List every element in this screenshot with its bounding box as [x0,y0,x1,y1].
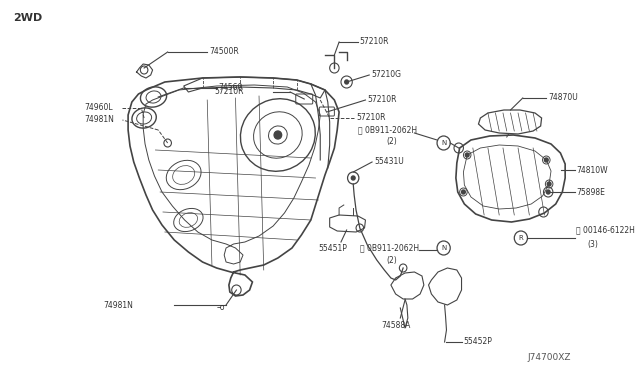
Text: 57210R: 57210R [360,36,389,45]
Text: J74700XZ: J74700XZ [527,353,571,362]
Text: –o: –o [217,304,225,312]
Circle shape [545,158,548,162]
Text: (2): (2) [386,256,397,264]
Text: 55431U: 55431U [374,157,404,166]
Circle shape [547,182,551,186]
Text: 74560: 74560 [218,83,243,92]
Text: 57210R: 57210R [215,87,244,96]
Text: Ⓝ 0B911-2062H: Ⓝ 0B911-2062H [360,244,419,253]
Text: 74810W: 74810W [577,166,608,174]
Text: (3): (3) [588,240,598,248]
Text: 74588A: 74588A [381,321,411,330]
Circle shape [465,153,469,157]
Text: 57210G: 57210G [371,70,401,78]
Text: 55451P: 55451P [318,244,348,253]
Circle shape [351,176,355,180]
Text: 75898E: 75898E [577,187,605,196]
Circle shape [547,190,550,194]
Text: (2): (2) [386,137,397,145]
Text: 74981N: 74981N [104,301,134,310]
Text: N: N [441,140,446,146]
Text: N: N [441,245,446,251]
Text: 55452P: 55452P [463,337,492,346]
Text: 57210R: 57210R [367,94,397,103]
Text: 2WD: 2WD [13,13,42,23]
Text: 74500R: 74500R [209,46,239,55]
Text: 74981N: 74981N [84,115,115,124]
Text: 57210R: 57210R [356,112,385,122]
Circle shape [461,190,465,194]
Text: R: R [518,235,524,241]
Text: Ⓝ 0B911-2062H: Ⓝ 0B911-2062H [358,125,417,135]
Circle shape [274,131,282,139]
Text: Ⓡ 00146-6122H: Ⓡ 00146-6122H [577,225,636,234]
Circle shape [345,80,349,84]
Text: 74960L: 74960L [84,103,113,112]
Text: 74870U: 74870U [548,93,578,102]
